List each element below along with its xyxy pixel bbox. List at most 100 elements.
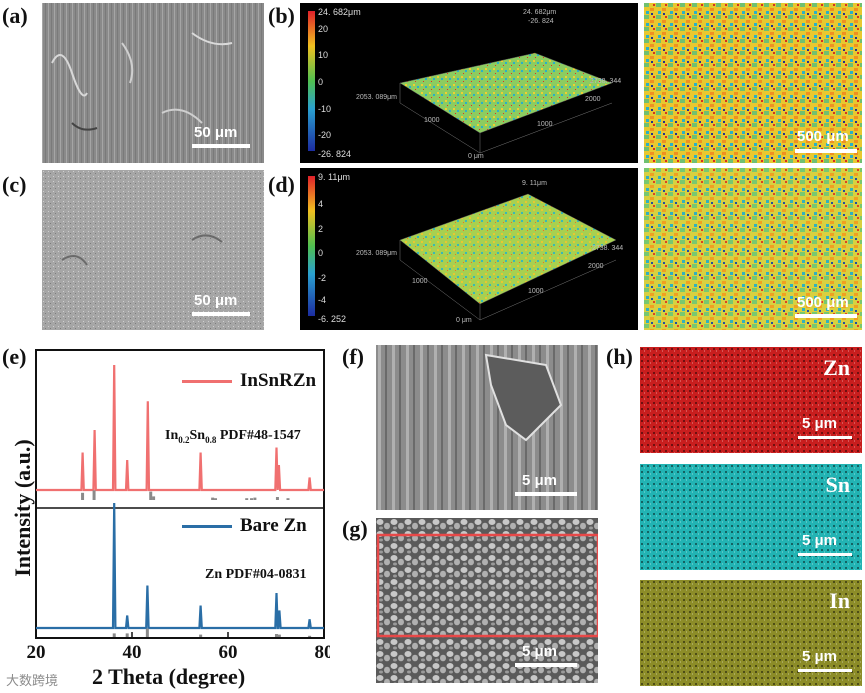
ann-pdf-1: PDF#48-1547 bbox=[216, 428, 301, 443]
sem-image-f bbox=[376, 345, 598, 510]
sem-image-a bbox=[42, 3, 264, 163]
axis-tick-b-2: 1000 bbox=[537, 121, 553, 128]
axis-tick-d-3: 0 μm bbox=[456, 317, 472, 324]
panel-label-f: (f) bbox=[342, 344, 364, 369]
legend-swatch-bare-zn bbox=[182, 525, 232, 529]
eds-map-sn: Sn 5 μm bbox=[640, 464, 862, 570]
legend-bare-zn: Bare Zn bbox=[182, 515, 307, 537]
scale-text-f: 5 μm bbox=[522, 472, 558, 489]
cbar-tick-b-4: -20 bbox=[318, 130, 332, 140]
scale-bar-f bbox=[515, 492, 577, 496]
y-axis-label: Intensity (a.u.) bbox=[10, 439, 35, 577]
eds-element-label-in: In bbox=[829, 588, 850, 613]
cbar-tick-b-1: 10 bbox=[318, 50, 329, 60]
surface-3d-b bbox=[308, 11, 613, 154]
x-axis-label: 2 Theta (degree) bbox=[92, 664, 246, 689]
legend-insnrzn: InSnRZn bbox=[182, 370, 316, 392]
surface-3d-d bbox=[308, 176, 617, 321]
eds-map-zn: Zn 5 μm bbox=[640, 347, 862, 453]
series-line-0 bbox=[36, 364, 324, 492]
x-tick-label-2: 60 bbox=[219, 642, 238, 663]
corner-top2-b: -26. 824 bbox=[528, 18, 554, 25]
x-tick-label-3: 80 bbox=[315, 642, 331, 663]
y-extent-d: 2053. 089μm bbox=[356, 250, 398, 257]
scale-bar-a bbox=[192, 144, 250, 148]
height-map-d bbox=[644, 168, 862, 330]
ann-in: In bbox=[165, 428, 179, 443]
xrd-reference-lines bbox=[81, 490, 312, 637]
eds-element-label-sn: Sn bbox=[825, 472, 850, 497]
ann-sub-2: 0.8 bbox=[205, 434, 217, 445]
scale-text-c: 50 μm bbox=[194, 292, 238, 309]
panel-label-h: (h) bbox=[606, 344, 633, 369]
corner-top-b: 24. 682μm bbox=[523, 9, 557, 16]
scale-bar-b-map bbox=[795, 149, 857, 153]
sem-a-texture bbox=[42, 3, 264, 163]
scale-text-a: 50 μm bbox=[194, 124, 238, 141]
x-extent-b: 2738. 344 bbox=[590, 78, 622, 85]
axis-tick-d-0: 1000 bbox=[412, 278, 428, 285]
series-line-1 bbox=[36, 502, 324, 630]
legend-label-insnrzn: InSnRZn bbox=[240, 370, 317, 391]
x-extent-d: 2738. 344 bbox=[592, 245, 624, 252]
scale-text-g: 5 μm bbox=[522, 643, 558, 660]
eds-scale-text-zn: 5 μm bbox=[802, 415, 838, 432]
y-extent-b: 2053. 089μm bbox=[356, 94, 398, 101]
axis-tick-d-1: 2000 bbox=[588, 263, 604, 270]
eds-scale-text-in: 5 μm bbox=[802, 648, 838, 665]
sem-c-texture bbox=[42, 170, 264, 330]
ann-sn: Sn bbox=[189, 428, 206, 443]
scale-text-b-map: 500 μm bbox=[797, 128, 849, 145]
sem-f-texture bbox=[376, 345, 598, 510]
legend-swatch-insnrzn bbox=[182, 380, 232, 384]
scale-bar-g bbox=[515, 663, 577, 667]
colorbar-d bbox=[308, 176, 315, 316]
annotation-insnrzn: In0.2Sn0.8 PDF#48-1547 bbox=[165, 428, 301, 445]
eds-scale-bar-in bbox=[798, 669, 852, 672]
sem-image-g bbox=[376, 518, 598, 683]
axis-tick-b-3: 0 μm bbox=[468, 153, 484, 160]
panel-label-c: (c) bbox=[2, 172, 27, 197]
axis-tick-b-1: 2000 bbox=[585, 96, 601, 103]
cbar-tick-d-0: 4 bbox=[318, 199, 324, 209]
axis-tick-d-2: 1000 bbox=[528, 288, 544, 295]
panel-label-e: (e) bbox=[2, 344, 27, 369]
cbar-tick-d-4: -4 bbox=[318, 295, 327, 305]
legend-label-bare-zn: Bare Zn bbox=[240, 515, 307, 536]
height-map-b bbox=[644, 3, 862, 163]
panel-label-d: (d) bbox=[268, 172, 295, 197]
annotation-bare-zn: Zn PDF#04-0831 bbox=[205, 567, 307, 582]
sem-g-texture bbox=[376, 518, 598, 683]
profilometry-3d-b: 24. 682μm 20 10 0 -10 -20 -26. 824 24. 6… bbox=[300, 3, 638, 163]
xrd-chart: 20 40 60 80 bbox=[27, 349, 331, 663]
watermark: 大数跨境 bbox=[6, 674, 59, 689]
cbar-max-b: 24. 682μm bbox=[318, 7, 361, 17]
eds-texture-sn bbox=[640, 464, 862, 570]
axis-tick-b-0: 1000 bbox=[424, 117, 440, 124]
cbar-tick-b-0: 20 bbox=[318, 24, 329, 34]
cbar-tick-d-1: 2 bbox=[318, 224, 324, 234]
xrd-series bbox=[36, 364, 324, 630]
xrd-ticks: 20 40 60 80 bbox=[27, 632, 331, 663]
x-tick-label-0: 20 bbox=[27, 642, 46, 663]
eds-scale-bar-sn bbox=[798, 553, 852, 556]
cbar-min-b: -26. 824 bbox=[318, 149, 352, 159]
corner-top-d: 9. 11μm bbox=[522, 180, 547, 187]
panel-label-b: (b) bbox=[268, 3, 295, 28]
scale-text-d-map: 500 μm bbox=[797, 294, 849, 311]
scale-bar-d-map bbox=[795, 314, 857, 318]
height-map-d-texture bbox=[644, 168, 862, 330]
highlight-box-g bbox=[376, 533, 598, 638]
panel-label-a: (a) bbox=[2, 3, 28, 28]
cbar-tick-b-2: 0 bbox=[318, 77, 324, 87]
sem-image-c bbox=[42, 170, 264, 330]
scale-bar-c bbox=[192, 312, 250, 316]
eds-scale-bar-zn bbox=[798, 436, 852, 439]
eds-texture-zn bbox=[640, 347, 862, 453]
cbar-tick-d-3: -2 bbox=[318, 273, 327, 283]
cbar-min-d: -6. 252 bbox=[318, 314, 347, 324]
panel-label-g: (g) bbox=[342, 516, 368, 541]
plot-border bbox=[35, 349, 325, 639]
cbar-tick-d-2: 0 bbox=[318, 248, 324, 258]
